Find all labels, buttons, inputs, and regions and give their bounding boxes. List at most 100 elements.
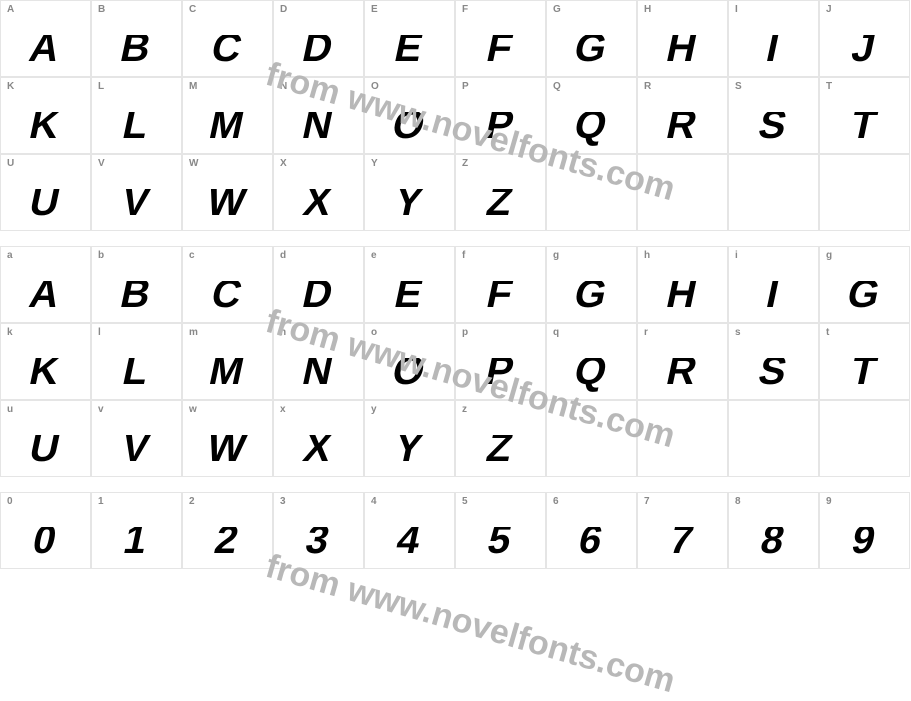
glyph-cell[interactable]: JJ	[819, 0, 910, 77]
cell-glyph: O	[365, 100, 454, 148]
svg-text:6: 6	[574, 516, 606, 561]
glyph-cell[interactable]: lL	[91, 323, 182, 400]
svg-text:R: R	[662, 101, 701, 146]
glyph-cell[interactable]: 55	[455, 492, 546, 569]
glyph-cell[interactable]: GG	[546, 0, 637, 77]
glyph-cell[interactable]: cC	[182, 246, 273, 323]
glyph-cell[interactable]: hH	[637, 246, 728, 323]
glyph-cell[interactable]: 99	[819, 492, 910, 569]
cell-label: m	[189, 327, 198, 338]
svg-text:S: S	[754, 347, 790, 392]
cell-glyph: 9	[820, 515, 909, 563]
glyph-cell[interactable]: AA	[0, 0, 91, 77]
glyph-cell[interactable]: 00	[0, 492, 91, 569]
glyph-cell[interactable]: fF	[455, 246, 546, 323]
svg-text:K: K	[25, 101, 64, 146]
glyph-cell[interactable]: vV	[91, 400, 182, 477]
glyph-cell[interactable]: sS	[728, 323, 819, 400]
section-spacer	[0, 477, 911, 492]
svg-text:P: P	[481, 347, 517, 392]
cell-glyph: E	[365, 23, 454, 71]
row: 00 11 22 33 44 55 66 77 88 99	[0, 492, 911, 569]
glyph-cell[interactable]: WW	[182, 154, 273, 231]
glyph-cell[interactable]: tT	[819, 323, 910, 400]
glyph-cell[interactable]: nN	[273, 323, 364, 400]
glyph-cell[interactable]: PP	[455, 77, 546, 154]
cell-glyph: P	[456, 346, 545, 394]
glyph-cell[interactable]: 44	[364, 492, 455, 569]
cell-label: 5	[462, 496, 468, 507]
glyph-cell[interactable]: LL	[91, 77, 182, 154]
glyph-cell[interactable]: bB	[91, 246, 182, 323]
svg-text:Y: Y	[390, 424, 426, 469]
glyph-cell[interactable]: rR	[637, 323, 728, 400]
cell-glyph: K	[1, 346, 90, 394]
svg-text:G: G	[843, 270, 884, 315]
glyph-cell[interactable]: VV	[91, 154, 182, 231]
row: kK lL mM nN oO pP qQ rR sS tT	[0, 323, 911, 400]
cell-label: P	[462, 81, 469, 92]
glyph-cell[interactable]: 22	[182, 492, 273, 569]
glyph-cell[interactable]: yY	[364, 400, 455, 477]
glyph-cell[interactable]: xX	[273, 400, 364, 477]
glyph-cell[interactable]: XX	[273, 154, 364, 231]
row: UU VV WW XX YY ZZ	[0, 154, 911, 231]
svg-text:E: E	[390, 24, 426, 69]
glyph-cell[interactable]: pP	[455, 323, 546, 400]
glyph-cell[interactable]: uU	[0, 400, 91, 477]
glyph-cell[interactable]: RR	[637, 77, 728, 154]
cell-label: 4	[371, 496, 377, 507]
glyph-cell[interactable]: DD	[273, 0, 364, 77]
glyph-cell[interactable]: NN	[273, 77, 364, 154]
glyph-cell[interactable]: 33	[273, 492, 364, 569]
glyph-cell[interactable]: QQ	[546, 77, 637, 154]
empty-cell	[546, 154, 637, 231]
glyph-cell[interactable]: UU	[0, 154, 91, 231]
glyph-cell[interactable]: HH	[637, 0, 728, 77]
cell-label: b	[98, 250, 104, 261]
glyph-cell[interactable]: BB	[91, 0, 182, 77]
glyph-cell[interactable]: aA	[0, 246, 91, 323]
glyph-cell[interactable]: II	[728, 0, 819, 77]
svg-text:C: C	[207, 24, 246, 69]
svg-text:1: 1	[119, 516, 151, 561]
cell-glyph: U	[1, 177, 90, 225]
glyph-cell[interactable]: 88	[728, 492, 819, 569]
glyph-cell[interactable]: gG	[546, 246, 637, 323]
svg-text:O: O	[388, 101, 429, 146]
row: KK LL MM NN OO PP QQ RR SS TT	[0, 77, 911, 154]
svg-text:M: M	[205, 347, 248, 392]
cell-glyph: G	[547, 269, 636, 317]
svg-text:X: X	[299, 424, 335, 469]
svg-text:E: E	[390, 270, 426, 315]
glyph-cell[interactable]: OO	[364, 77, 455, 154]
glyph-cell[interactable]: SS	[728, 77, 819, 154]
glyph-cell[interactable]: zZ	[455, 400, 546, 477]
glyph-cell[interactable]: EE	[364, 0, 455, 77]
glyph-cell[interactable]: ZZ	[455, 154, 546, 231]
glyph-cell[interactable]: dD	[273, 246, 364, 323]
cell-label: w	[189, 404, 197, 415]
glyph-cell[interactable]: mM	[182, 323, 273, 400]
glyph-cell[interactable]: TT	[819, 77, 910, 154]
glyph-cell[interactable]: 77	[637, 492, 728, 569]
glyph-cell[interactable]: FF	[455, 0, 546, 77]
glyph-cell[interactable]: 11	[91, 492, 182, 569]
svg-text:N: N	[298, 347, 337, 392]
svg-text:G: G	[570, 270, 611, 315]
svg-text:D: D	[298, 24, 337, 69]
glyph-cell[interactable]: YY	[364, 154, 455, 231]
glyph-cell[interactable]: CC	[182, 0, 273, 77]
glyph-cell[interactable]: MM	[182, 77, 273, 154]
glyph-cell[interactable]: gG	[819, 246, 910, 323]
glyph-cell[interactable]: 66	[546, 492, 637, 569]
cell-glyph: A	[1, 23, 90, 71]
glyph-cell[interactable]: wW	[182, 400, 273, 477]
glyph-cell[interactable]: iI	[728, 246, 819, 323]
glyph-cell[interactable]: kK	[0, 323, 91, 400]
glyph-cell[interactable]: qQ	[546, 323, 637, 400]
cell-label: x	[280, 404, 286, 415]
glyph-cell[interactable]: KK	[0, 77, 91, 154]
glyph-cell[interactable]: oO	[364, 323, 455, 400]
glyph-cell[interactable]: eE	[364, 246, 455, 323]
